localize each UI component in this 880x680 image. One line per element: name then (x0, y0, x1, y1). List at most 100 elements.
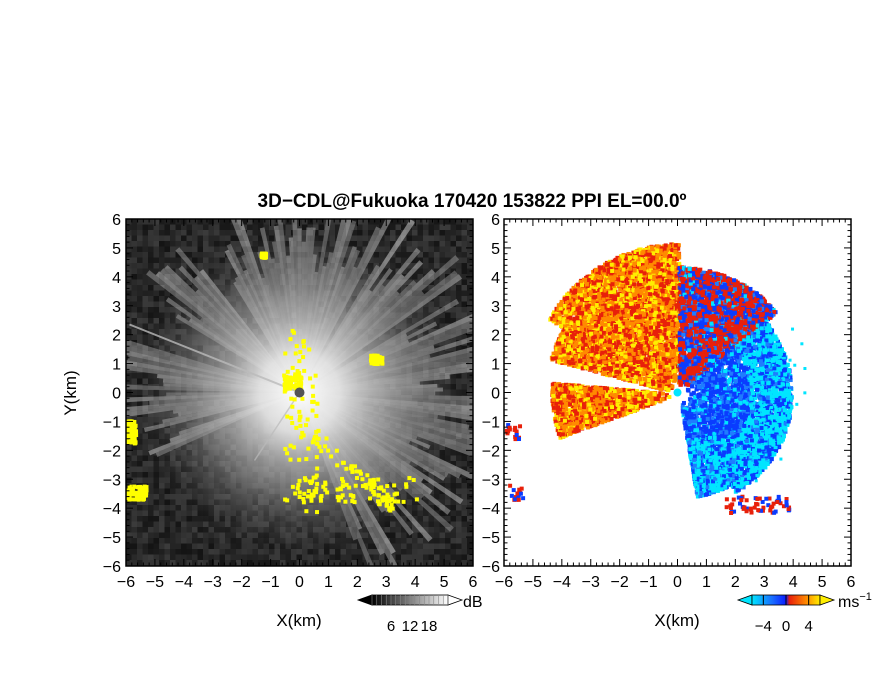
reflectivity-noise-cell (258, 554, 264, 560)
reflectivity-noise-cell (307, 224, 313, 230)
reflectivity-highlight (386, 494, 391, 499)
reflectivity-noise-cell (456, 554, 462, 560)
reflectivity-noise-cell (186, 554, 192, 560)
reflectivity-highlight (324, 436, 329, 441)
reflectivity-noise-cell (126, 373, 132, 379)
reflectivity-noise-cell (439, 274, 445, 280)
reflectivity-highlight (349, 464, 354, 469)
reflectivity-noise-cell (461, 505, 467, 511)
reflectivity-noise-cell (368, 543, 374, 549)
reflectivity-noise-cell (142, 499, 148, 505)
reflectivity-highlight (301, 355, 306, 360)
reflectivity-noise-cell (126, 406, 132, 412)
reflectivity-noise-cell (445, 466, 451, 472)
reflectivity-noise-cell (252, 549, 258, 555)
reflectivity-noise-cell (434, 516, 440, 522)
reflectivity-noise-cell (467, 538, 473, 544)
reflectivity-noise-cell (131, 516, 137, 522)
reflectivity-highlight (355, 475, 360, 480)
reflectivity-noise-cell (406, 224, 412, 230)
reflectivity-noise-cell (230, 560, 236, 566)
reflectivity-highlight (292, 397, 297, 402)
reflectivity-noise-cell (269, 224, 275, 230)
reflectivity-noise-cell (434, 257, 440, 263)
reflectivity-noise-cell (450, 241, 456, 247)
reflectivity-noise-cell (461, 351, 467, 357)
reflectivity-highlight (316, 436, 321, 441)
reflectivity-noise-cell (362, 560, 368, 566)
reflectivity-noise-cell (197, 554, 203, 560)
reflectivity-noise-cell (131, 373, 137, 379)
reflectivity-noise-cell (335, 219, 341, 225)
reflectivity-noise-cell (142, 274, 148, 280)
reflectivity-noise-cell (137, 334, 143, 340)
reflectivity-noise-cell (428, 516, 434, 522)
reflectivity-noise-cell (450, 516, 456, 522)
reflectivity-noise-cell (153, 318, 159, 324)
reflectivity-noise-cell (230, 241, 236, 247)
reflectivity-highlight (291, 445, 296, 450)
reflectivity-noise-cell (159, 521, 165, 527)
reflectivity-noise-cell (434, 219, 440, 225)
reflectivity-noise-cell (159, 538, 165, 544)
reflectivity-highlight (263, 252, 268, 257)
reflectivity-noise-cell (401, 532, 407, 538)
reflectivity-noise-cell (159, 477, 165, 483)
reflectivity-noise-cell (142, 340, 148, 346)
reflectivity-noise-cell (159, 268, 165, 274)
reflectivity-noise-cell (186, 235, 192, 241)
reflectivity-highlight (298, 384, 303, 389)
reflectivity-noise-cell (456, 219, 462, 225)
reflectivity-highlight (371, 485, 376, 490)
reflectivity-noise-cell (181, 257, 187, 263)
reflectivity-noise-cell (461, 455, 467, 461)
reflectivity-highlight (132, 436, 137, 441)
reflectivity-noise-cell (214, 532, 220, 538)
reflectivity-noise-cell (241, 543, 247, 549)
reflectivity-noise-cell (153, 494, 159, 500)
reflectivity-noise-cell (137, 290, 143, 296)
reflectivity-noise-cell (461, 340, 467, 346)
reflectivity-highlight (372, 492, 377, 497)
reflectivity-noise-cell (153, 230, 159, 236)
reflectivity-noise-cell (313, 560, 319, 566)
reflectivity-highlight (144, 493, 149, 498)
reflectivity-noise-cell (439, 488, 445, 494)
reflectivity-noise-cell (434, 488, 440, 494)
reflectivity-highlight (301, 433, 306, 438)
reflectivity-highlight (302, 491, 307, 496)
reflectivity-noise-cell (148, 554, 154, 560)
reflectivity-noise-cell (214, 560, 220, 566)
reflectivity-highlight (283, 446, 288, 451)
reflectivity-noise-cell (450, 329, 456, 335)
reflectivity-noise-cell (197, 263, 203, 269)
reflectivity-highlight (283, 381, 288, 386)
reflectivity-highlight (127, 496, 132, 501)
reflectivity-noise-cell (456, 235, 462, 241)
reflectivity-noise-cell (412, 532, 418, 538)
reflectivity-noise-cell (142, 296, 148, 302)
reflectivity-noise-cell (186, 527, 192, 533)
reflectivity-noise-cell (126, 307, 132, 313)
reflectivity-highlight (314, 455, 319, 460)
reflectivity-noise-cell (412, 510, 418, 516)
reflectivity-noise-cell (153, 472, 159, 478)
reflectivity-noise-cell (131, 274, 137, 280)
reflectivity-noise-cell (428, 538, 434, 544)
reflectivity-noise-cell (445, 285, 451, 291)
reflectivity-noise-cell (379, 527, 385, 533)
reflectivity-noise-cell (164, 527, 170, 533)
reflectivity-highlight (351, 494, 356, 499)
reflectivity-noise-cell (456, 241, 462, 247)
reflectivity-noise-cell (467, 241, 473, 247)
reflectivity-noise-cell (456, 224, 462, 230)
reflectivity-noise-cell (164, 252, 170, 258)
reflectivity-noise-cell (153, 549, 159, 555)
reflectivity-noise-cell (153, 538, 159, 544)
reflectivity-noise-cell (445, 219, 451, 225)
reflectivity-noise-cell (450, 543, 456, 549)
reflectivity-noise-cell (346, 230, 352, 236)
reflectivity-noise-cell (461, 472, 467, 478)
reflectivity-noise-cell (148, 268, 154, 274)
reflectivity-highlight (126, 438, 131, 443)
